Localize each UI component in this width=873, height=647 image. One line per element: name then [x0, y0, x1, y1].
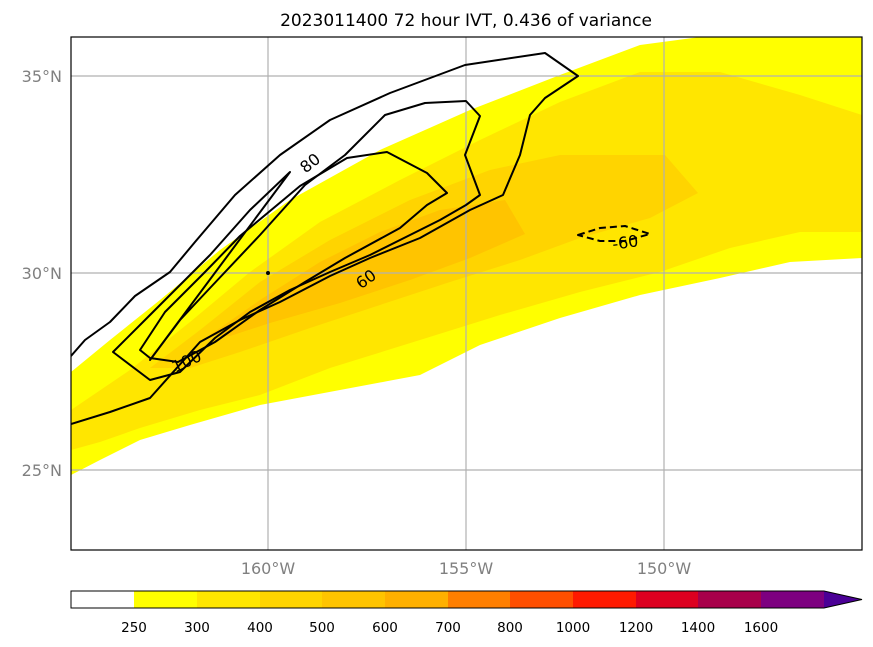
cb-label-500: 500: [309, 620, 335, 636]
cb-seg-0: [71, 591, 134, 608]
lat-label-35: 35°N: [22, 67, 62, 86]
cb-label-600: 600: [372, 620, 398, 636]
cb-seg-5: [385, 591, 448, 608]
contour-label-neg60: -60: [611, 231, 640, 253]
lon-label-150w: 150°W: [637, 559, 692, 578]
cb-seg-7: [510, 591, 573, 608]
cb-label-400: 400: [247, 620, 273, 636]
contour-60-dashed: [577, 225, 651, 242]
figure-title: 2023011400 72 hour IVT, 0.436 of varianc…: [280, 11, 652, 31]
cb-extend-arrow: [824, 591, 862, 608]
cb-label-800: 800: [497, 620, 523, 636]
lon-label-155w: 155°W: [439, 559, 494, 578]
cb-label-1000: 1000: [556, 620, 590, 636]
cb-label-300: 300: [184, 620, 210, 636]
cb-label-250: 250: [121, 620, 147, 636]
cb-seg-2: [197, 591, 260, 608]
cb-seg-1: [134, 591, 197, 608]
cb-seg-3: [260, 591, 322, 608]
contour-100: [139, 151, 448, 363]
cb-seg-8: [573, 591, 636, 608]
ivt-band-500: [210, 200, 525, 336]
cb-seg-11: [761, 591, 824, 608]
map-frame: [70, 36, 863, 551]
lon-axis-labels: 160°W 155°W 150°W: [241, 559, 692, 578]
map-panel: 80 60 100 -60: [70, 36, 863, 551]
cb-outline: [70, 590, 863, 609]
cb-tick-labels: 250 300 400 500 600 700 800 1000 1200 14…: [121, 620, 778, 636]
cb-seg-10: [698, 591, 761, 608]
lat-label-25: 25°N: [22, 461, 62, 480]
cb-seg-9: [636, 591, 698, 608]
lat-axis-labels: 35°N 30°N 25°N: [22, 67, 62, 480]
cb-seg-6: [448, 591, 510, 608]
variance-contour-lines: [71, 52, 651, 425]
cb-label-700: 700: [435, 620, 461, 636]
lat-label-30: 30°N: [22, 264, 62, 283]
contour-dot: [266, 271, 270, 275]
cb-seg-4: [322, 591, 385, 608]
cb-label-1400: 1400: [681, 620, 715, 636]
cb-label-1600: 1600: [744, 620, 778, 636]
cb-label-1200: 1200: [619, 620, 653, 636]
lon-label-160w: 160°W: [241, 559, 296, 578]
colorbar: 250 300 400 500 600 700 800 1000 1200 14…: [70, 590, 863, 636]
